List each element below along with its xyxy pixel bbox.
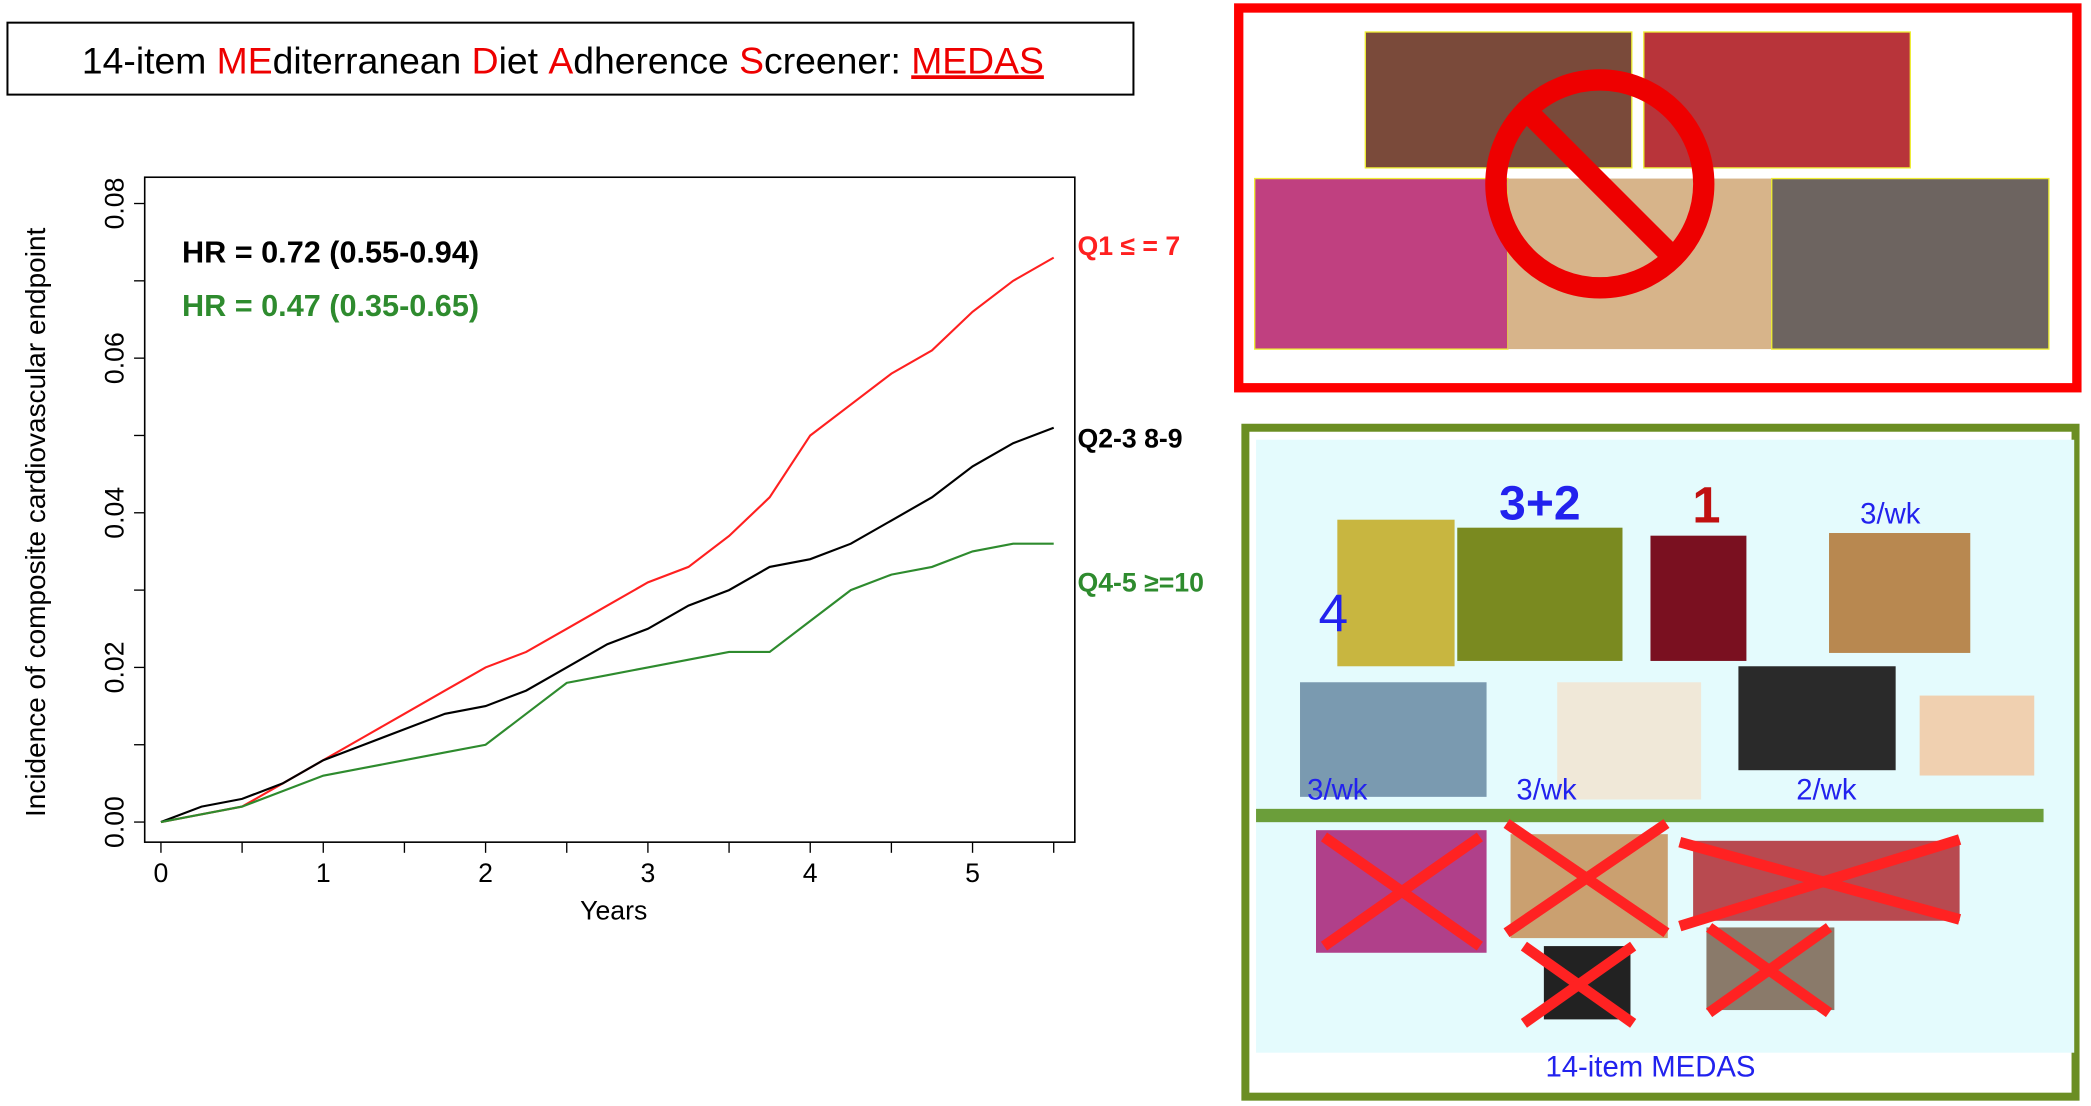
- annotation: HR = 0.47 (0.35-0.65): [182, 289, 479, 323]
- y-axis-label: Incidence of composite cardiovascular en…: [20, 228, 51, 817]
- food-image: [1337, 519, 1455, 667]
- avoid-panel: [1234, 3, 2082, 393]
- food-image: [1650, 535, 1747, 661]
- y-tick-label: 0.04: [99, 487, 129, 539]
- plot-frame: [143, 176, 1076, 843]
- banner-part: diterranean: [273, 39, 472, 81]
- y-tick-label: 0.06: [99, 332, 129, 384]
- food-image: [1300, 682, 1487, 797]
- banner-part: A: [548, 39, 573, 81]
- food-image: [1557, 682, 1702, 800]
- banner-part: ME: [217, 39, 273, 81]
- food-image: [1771, 177, 2050, 350]
- banner-part: D: [472, 39, 499, 81]
- food-image: [1919, 695, 2035, 776]
- series-line: [160, 256, 1055, 824]
- banner-part: 14-item: [82, 39, 217, 81]
- legend-label: Q4-5 ≥=10: [1077, 568, 1203, 598]
- banner-box: [6, 21, 1135, 96]
- serving-label: 3/wk: [1307, 774, 1368, 807]
- x-tick-label: 3: [640, 858, 655, 888]
- km-plot: Years Incidence of composite cardiovascu…: [20, 176, 1204, 925]
- banner-part: dherence: [573, 39, 739, 81]
- banner-part: iet: [499, 39, 549, 81]
- x-tick-label: 2: [478, 858, 493, 888]
- y-tick-label: 0.02: [99, 641, 129, 693]
- banner: 14-item MEditerranean Diet Adherence Scr…: [30, 39, 1075, 81]
- series-line: [160, 542, 1054, 824]
- recommended-panel: 4 3+2 1 3/wk 3/wk 3/wk 2/wk 14-item MEDA…: [1241, 423, 2080, 1101]
- legend-label: Q1 ≤ = 7: [1077, 231, 1180, 261]
- x-tick-label: 1: [316, 858, 331, 888]
- food-image: [1364, 31, 1633, 169]
- serving-label: 3/wk: [1516, 774, 1577, 807]
- legend-label: Q2-3 8-9: [1077, 424, 1182, 454]
- no-sign: [1520, 104, 1680, 264]
- serving-label: 3/wk: [1860, 498, 1921, 531]
- food-image: [1829, 533, 1971, 653]
- food-image: [1507, 178, 1772, 350]
- banner-part: MEDAS: [911, 39, 1044, 81]
- x-axis-label: Years: [580, 895, 647, 925]
- no-sign: [1485, 69, 1715, 299]
- food-image: [1254, 177, 1509, 350]
- serving-label: 3+2: [1499, 478, 1580, 531]
- food-image: [1457, 527, 1623, 661]
- x-tick-label: 5: [965, 858, 980, 888]
- banner-part: S: [739, 39, 764, 81]
- x-tick-label: 0: [154, 858, 169, 888]
- divider: [1256, 808, 2044, 823]
- banner-part: creener:: [764, 39, 911, 81]
- panel-caption: 14-item MEDAS: [1545, 1051, 1755, 1084]
- y-tick-label: 0.00: [99, 796, 129, 848]
- serving-label: 4: [1318, 585, 1348, 644]
- series-line: [160, 426, 1055, 824]
- cross-marks: [1320, 819, 1962, 1028]
- annotation: HR = 0.72 (0.55-0.94): [182, 236, 479, 270]
- food-image: [1738, 666, 1896, 771]
- y-tick-label: 0.08: [99, 178, 129, 230]
- x-tick-label: 4: [803, 858, 818, 888]
- serving-label: 2/wk: [1796, 774, 1857, 807]
- serving-label: 1: [1692, 476, 1720, 533]
- food-image: [1643, 31, 1911, 169]
